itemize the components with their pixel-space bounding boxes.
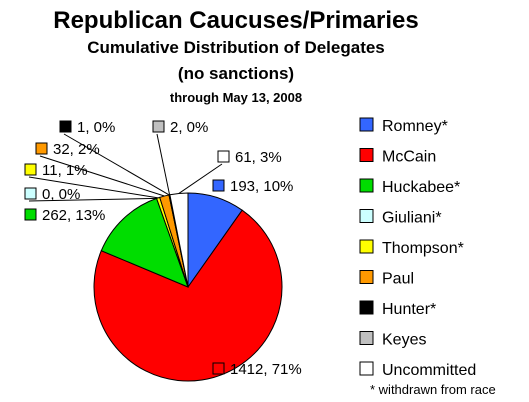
pie-slice-mccain [93, 209, 283, 382]
legend-swatch-huckabee [359, 178, 374, 193]
legend-label-uncommitted: Uncommitted [382, 362, 476, 379]
data-label-swatch-giuliani [24, 187, 37, 200]
legend-swatch-keyes [359, 331, 374, 345]
pie-slices [93, 192, 283, 382]
data-label-giuliani: 0, 0% [42, 186, 80, 203]
legend: Romney* McCain Huckabee* Giuliani* Thompson*… [359, 117, 476, 379]
legend-label-huckabee: Huckabee* [382, 179, 460, 196]
legend-label-romney: Romney* [382, 118, 448, 135]
data-label-hunter: 1, 0% [77, 119, 115, 136]
leader-line-giuliani [28, 197, 157, 202]
data-label-swatch-romney [212, 179, 225, 192]
data-label-keyes: 2, 0% [170, 119, 208, 136]
data-labels: 193, 10% 1412, 71% 262, 13% 0, 0% 11, 1% 32, … [24, 119, 302, 378]
data-label-swatch-thompson [24, 163, 37, 176]
legend-label-giuliani: Giuliani* [382, 210, 442, 227]
data-label-swatch-huckabee [24, 208, 37, 221]
data-label-paul: 32, 2% [53, 141, 100, 158]
chart-title: Republican Caucuses/Primaries [53, 7, 418, 34]
leader-line-hunter [63, 133, 170, 196]
data-label-mccain: 1412, 71% [230, 361, 302, 378]
legend-swatch-romney [359, 117, 374, 132]
data-label-swatch-uncommitted [217, 150, 230, 163]
data-label-swatch-keyes [152, 120, 165, 133]
legend-label-hunter: Hunter* [382, 301, 436, 318]
legend-swatch-paul [359, 270, 374, 284]
data-label-thompson: 11, 1% [42, 162, 88, 179]
data-label-swatch-mccain [212, 362, 225, 375]
legend-label-keyes: Keyes [382, 332, 426, 349]
data-label-uncommitted: 61, 3% [235, 149, 282, 166]
footnote: * withdrawn from race [370, 382, 496, 397]
chart-date-line: through May 13, 2008 [170, 90, 302, 105]
legend-swatch-giuliani [359, 209, 374, 223]
leader-line-thompson [28, 176, 159, 199]
legend-label-mccain: McCain [382, 149, 436, 166]
pie-slice-uncommitted [169, 192, 189, 288]
legend-swatch-thompson [359, 239, 374, 254]
legend-label-paul: Paul [382, 271, 414, 288]
data-label-swatch-hunter [59, 120, 72, 133]
legend-swatch-uncommitted [359, 361, 374, 376]
data-label-swatch-paul [35, 142, 48, 155]
data-label-romney: 193, 10% [230, 178, 293, 195]
leader-line-uncommitted [178, 163, 223, 194]
pie-slice-huckabee [100, 197, 189, 288]
legend-swatch-mccain [359, 148, 374, 162]
chart-subtitle: Cumulative Distribution of Delegates [87, 38, 385, 57]
data-label-huckabee: 262, 13% [42, 207, 105, 224]
legend-swatch-hunter [359, 300, 374, 315]
leader-line-keyes [156, 133, 171, 195]
legend-label-thompson: Thompson* [382, 240, 464, 257]
chart-subtitle-2: (no sanctions) [178, 64, 294, 83]
leader-line-paul [39, 155, 165, 197]
leader-lines [28, 133, 223, 202]
